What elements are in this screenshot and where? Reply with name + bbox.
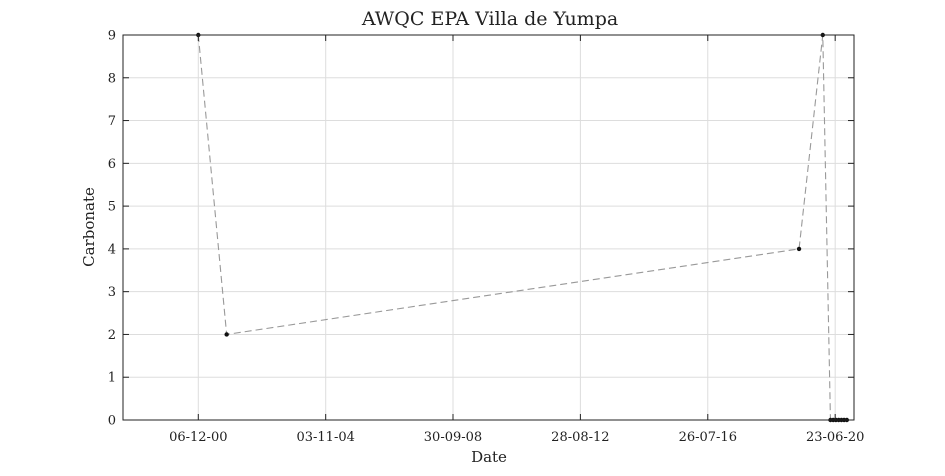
x-tick-label: 03-11-04 [296,430,354,445]
x-tick-label: 30-09-08 [424,430,482,445]
x-tick-label: 23-06-20 [806,430,864,445]
x-axis-label: Date [471,448,507,466]
x-axis-ticks: 06-12-00 03-11-04 30-09-08 28-08-12 26-07-16… [169,35,864,445]
data-point [796,246,802,252]
y-tick-label: 6 [108,157,116,172]
y-tick-label: 4 [108,242,116,257]
data-point [224,332,229,337]
y-tick-label: 3 [108,285,116,300]
y-tick-label: 0 [108,414,116,429]
chart-title: AWQC EPA Villa de Yumpa [361,8,618,30]
y-tick-label: 9 [108,29,116,44]
x-tick-label: 28-08-12 [551,430,609,445]
grid-lines [123,34,854,421]
x-tick-label: 06-12-00 [169,430,227,445]
x-tick-label: 26-07-16 [679,430,737,445]
y-axis-ticks: 0 1 2 3 4 5 6 7 8 9 [108,29,854,429]
y-tick-label: 5 [108,200,116,215]
y-tick-label: 8 [108,71,116,86]
y-axis-label: Carbonate [80,187,98,267]
y-tick-label: 2 [108,328,116,343]
y-tick-label: 1 [108,371,116,386]
y-tick-label: 7 [108,114,116,129]
plot-area-frame [122,34,855,421]
series-line [197,34,847,421]
series-layer [196,32,850,423]
